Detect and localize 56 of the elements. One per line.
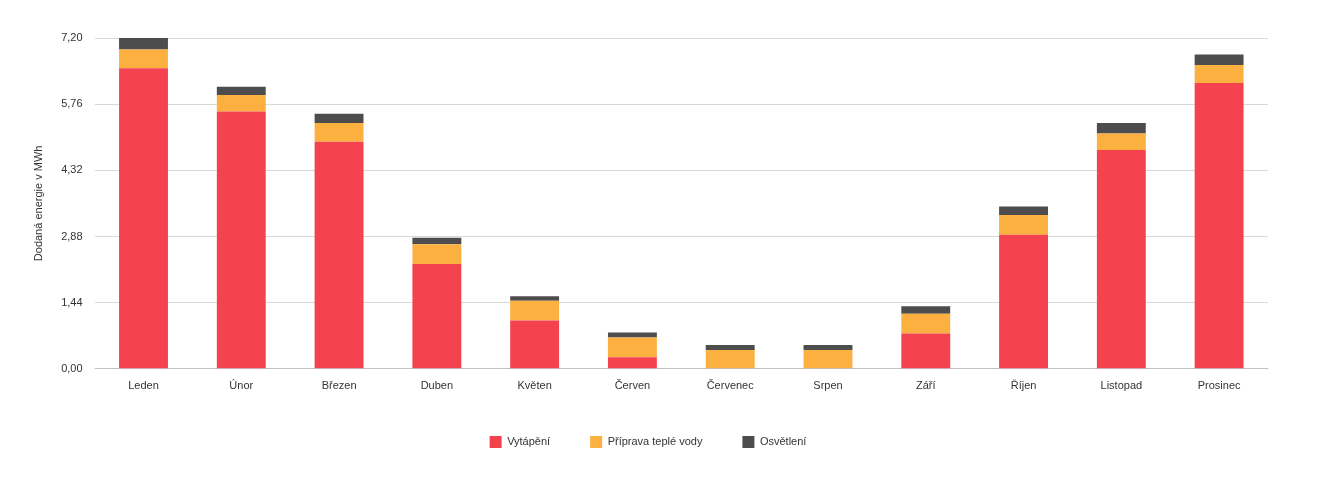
bar <box>1096 133 1146 151</box>
bar <box>119 49 168 69</box>
x-tick-label: Březen <box>321 379 357 392</box>
y-tick-label: 1,44 <box>61 295 83 308</box>
bar <box>803 349 853 369</box>
bar <box>607 332 657 338</box>
legend-label: Příprava teplé vody <box>607 435 703 448</box>
bar <box>1194 54 1244 66</box>
x-tick-label: Duben <box>420 379 454 392</box>
y-tick-label: 0,00 <box>61 361 83 374</box>
bar <box>510 320 560 369</box>
bar <box>412 237 462 245</box>
y-tick-label: 2,88 <box>61 229 83 242</box>
bar <box>412 244 462 265</box>
legend-label: Vytápění <box>507 435 551 448</box>
bar <box>119 38 168 50</box>
bar <box>510 300 560 321</box>
bar <box>216 94 266 112</box>
legend-label: Osvětlení <box>759 435 807 448</box>
bar <box>901 333 951 369</box>
y-tick-label: 5,76 <box>61 97 83 110</box>
bar <box>607 337 657 358</box>
x-tick-label: Listopad <box>1100 379 1143 392</box>
x-tick-label: Říjen <box>1010 379 1037 392</box>
bar <box>119 68 168 369</box>
bar <box>510 296 560 301</box>
bar <box>314 113 364 123</box>
bar <box>314 141 364 369</box>
x-tick-label: Srpen <box>813 379 843 392</box>
bar <box>999 214 1048 235</box>
x-tick-label: Prosinec <box>1197 379 1242 392</box>
bar <box>1096 150 1146 369</box>
x-tick-label: Červenec <box>706 379 755 392</box>
bar <box>705 349 755 369</box>
bar <box>314 123 364 142</box>
y-tick-label: 7,20 <box>61 31 83 44</box>
y-tick-label: 4,32 <box>61 163 83 176</box>
x-tick-label: Květen <box>517 379 552 392</box>
bar <box>216 111 266 369</box>
bar <box>412 264 462 369</box>
bar <box>705 344 755 350</box>
bar <box>999 234 1048 369</box>
x-tick-label: Červen <box>614 379 651 392</box>
x-tick-label: Září <box>915 379 936 392</box>
bar <box>607 357 657 369</box>
bar <box>803 344 853 350</box>
bar <box>1194 65 1244 84</box>
bar <box>1096 123 1146 134</box>
x-tick-label: Leden <box>128 379 159 392</box>
x-tick-label: Únor <box>229 379 254 392</box>
bar <box>216 86 266 95</box>
bar <box>999 206 1048 215</box>
bar <box>901 313 951 334</box>
bar <box>901 306 951 314</box>
bar <box>1194 83 1244 369</box>
y-axis-title: Dodaná energie v MWh <box>31 145 44 262</box>
